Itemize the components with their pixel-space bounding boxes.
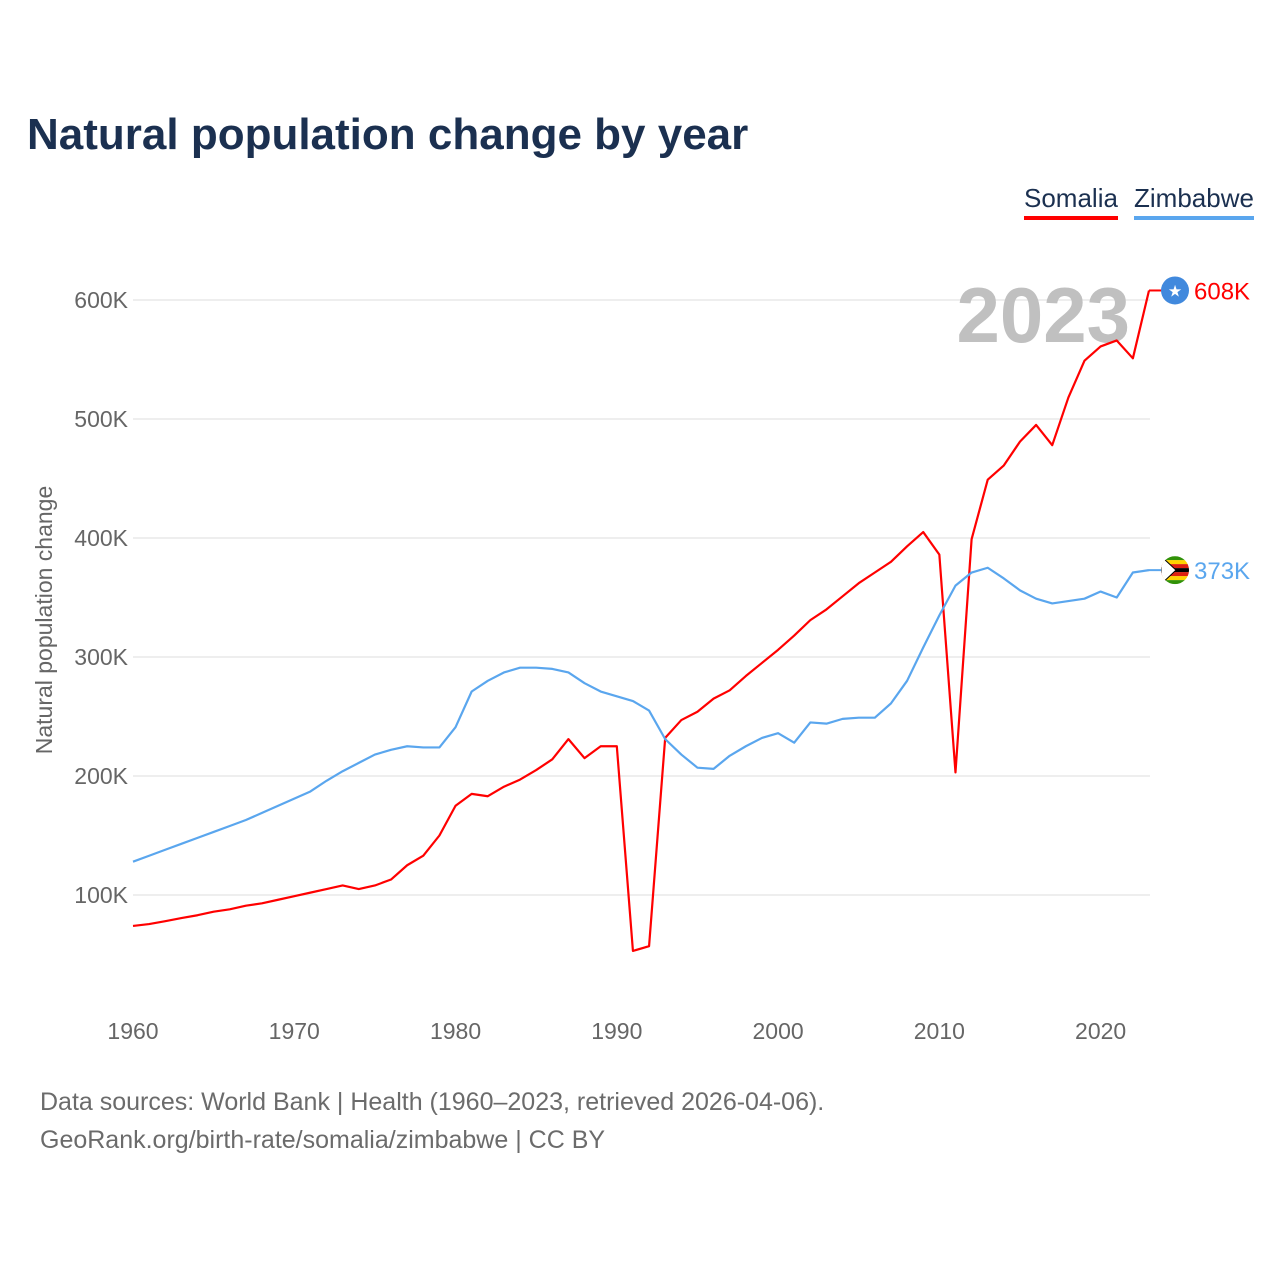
flag-stripe [1161,576,1189,581]
footer-link[interactable]: GeoRank.org/birth-rate/somalia/zimbabwe … [40,1126,606,1154]
y-axis-label: Natural population change [31,486,57,755]
x-tick-label: 1980 [430,1018,481,1044]
flag-stripes [1161,556,1189,585]
y-tick-label: 500K [74,406,128,432]
x-tick-label: 2010 [914,1018,965,1044]
series-line-zimbabwe [132,566,1150,863]
legend-item-somalia[interactable]: Somalia [1024,183,1118,220]
flag-stripe [1161,572,1189,577]
x-tick-label: 1990 [591,1018,642,1044]
chart-title: Natural population change by year [27,110,749,159]
footer-sources: Data sources: World Bank | Health (1960–… [40,1088,825,1116]
y-tick-label: 400K [74,525,128,551]
flag-circle [1161,276,1189,305]
x-tick-label: 2000 [752,1018,803,1044]
y-tick-label: 300K [74,644,128,670]
y-tick-label: 600K [74,287,128,313]
flag-stripe [1161,580,1189,585]
x-tick-label: 2020 [1075,1018,1126,1044]
somalia-flag-icon: ★ [1161,276,1189,305]
x-tick-label: 1960 [107,1018,158,1044]
star-icon: ★ [1168,283,1182,300]
legend-item-zimbabwe[interactable]: Zimbabwe [1134,183,1254,220]
y-tick-label: 100K [74,882,128,908]
y-tick-label: 200K [74,763,128,789]
flag-stripe [1161,556,1189,561]
end-value-label: 608K [1194,278,1250,305]
series-line-somalia [132,290,1151,953]
zimbabwe-flag-icon [1161,556,1189,585]
flag-stripe [1161,560,1189,565]
flag-triangle [1161,556,1177,585]
flag-stripe [1161,564,1189,569]
end-value-label: 373K [1194,558,1250,585]
year-label: 2023 [956,271,1130,359]
x-tick-label: 1970 [269,1018,320,1044]
